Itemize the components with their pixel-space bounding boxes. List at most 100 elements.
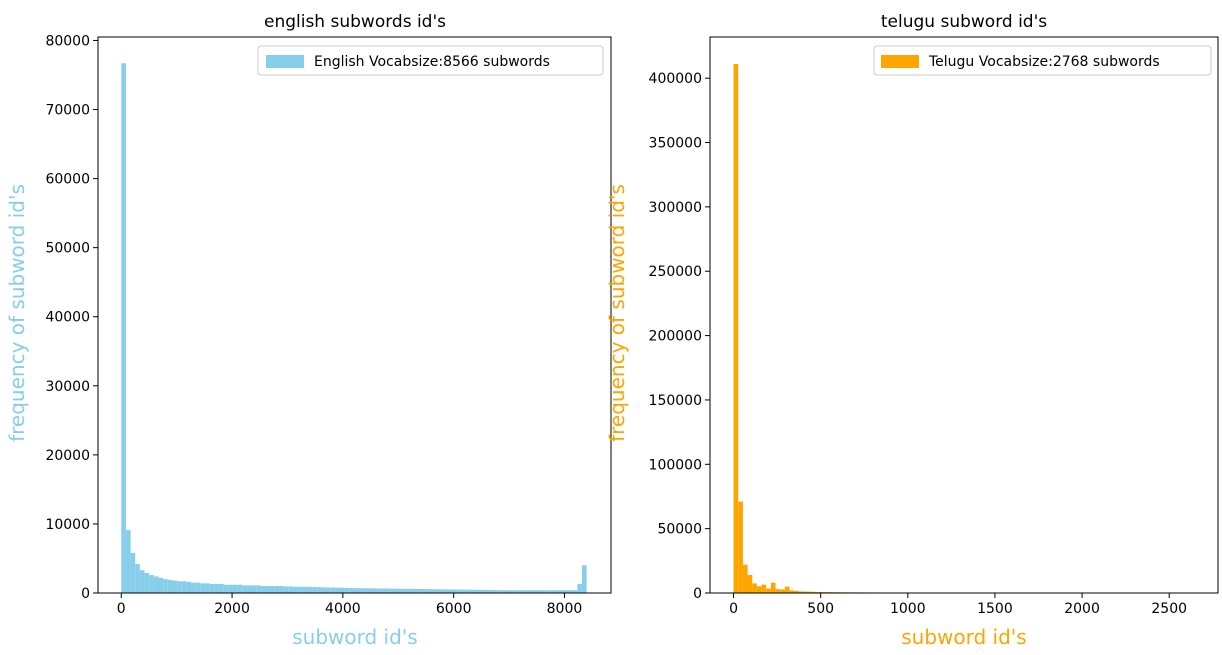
telugu-bar-8 (770, 582, 776, 593)
english-bar-74 (465, 589, 471, 593)
english-bar-10 (167, 579, 173, 593)
english-bar-30 (260, 586, 266, 593)
telugu-bar-5 (756, 586, 762, 593)
english-bar-75 (470, 589, 475, 593)
english-bar-70 (447, 589, 452, 593)
telugu-x-tick-label-3: 1500 (977, 601, 1013, 617)
english-bar-65 (423, 589, 429, 593)
english-legend: English Vocabsize:8566 subwords (257, 45, 604, 76)
english-bar-77 (479, 589, 485, 593)
english-y-tick-label-7: 70000 (45, 103, 90, 119)
english-bar-24 (232, 584, 238, 593)
english-legend-box (257, 45, 604, 76)
telugu-chart-title: telugu subword id's (881, 12, 1047, 32)
english-bar-25 (237, 584, 243, 593)
telugu-y-tick-label-0: 0 (693, 586, 702, 602)
english-bar-48 (344, 587, 350, 593)
telugu-x-tick-label-0: 0 (729, 601, 738, 617)
english-y-tick-label-8: 80000 (45, 33, 90, 49)
telugu-y-tick-label-4: 200000 (649, 329, 702, 345)
english-bar-23 (228, 584, 233, 593)
telugu-legend-box (873, 45, 1212, 76)
telugu-x-tick-label-2: 1000 (890, 601, 926, 617)
telugu-x-label: subword id's (901, 625, 1026, 649)
telugu-bar-0 (733, 64, 739, 594)
english-bar-97 (572, 590, 578, 593)
english-bar-85 (516, 590, 522, 593)
english-bar-41 (312, 587, 317, 593)
english-bar-96 (568, 590, 573, 593)
telugu-x-tick-label-1: 500 (807, 601, 834, 617)
telugu-y-tick-label-3: 150000 (649, 393, 702, 409)
english-bar-73 (460, 589, 466, 593)
english-bar-3 (135, 563, 140, 593)
english-bar-83 (507, 590, 513, 593)
english-bar-6 (149, 575, 154, 593)
english-bar-43 (321, 587, 327, 593)
english-bar-98 (577, 584, 582, 593)
english-bar-93 (554, 590, 559, 593)
english-bar-51 (358, 588, 364, 593)
english-y-ticks: 0 10000 20000 30000 40000 50000 60000 70000 8000… (45, 33, 98, 602)
english-bar-88 (530, 590, 536, 593)
telugu-bar-4 (752, 583, 757, 593)
english-bar-60 (400, 588, 406, 593)
english-bar-19 (209, 584, 215, 593)
english-bar-54 (372, 588, 378, 593)
english-bar-47 (339, 587, 345, 593)
english-bar-36 (288, 586, 294, 593)
telugu-y-ticks: 0 50000 100000 150000 200000 250000 300000 3500… (649, 71, 710, 602)
english-bar-84 (512, 590, 517, 593)
english-bar-4 (139, 570, 145, 593)
english-bar-5 (144, 572, 150, 593)
english-bar-79 (488, 589, 494, 593)
english-bar-27 (246, 585, 252, 593)
english-bar-20 (214, 584, 219, 593)
english-bar-87 (526, 590, 531, 593)
english-bar-49 (349, 588, 354, 593)
english-bar-11 (172, 580, 178, 593)
english-bar-40 (307, 586, 313, 593)
english-bar-67 (433, 589, 438, 593)
english-x-label: subword id's (292, 625, 417, 649)
english-bar-90 (540, 590, 545, 593)
telugu-bar-3 (747, 574, 753, 593)
telugu-x-tick-label-5: 2500 (1151, 601, 1187, 617)
english-bar-44 (326, 587, 331, 593)
english-bar-61 (405, 588, 410, 593)
english-bar-91 (544, 590, 550, 593)
telugu-legend-label: Telugu Vocabsize:2768 subwords (928, 54, 1160, 70)
english-x-tick-label-4: 8000 (547, 601, 583, 617)
english-bar-32 (270, 586, 275, 593)
english-bar-53 (367, 588, 373, 593)
telugu-legend: Telugu Vocabsize:2768 subwords (873, 45, 1212, 76)
english-bar-29 (256, 585, 261, 593)
english-bar-0 (121, 63, 126, 593)
english-bar-50 (353, 588, 359, 593)
english-bar-99 (581, 565, 587, 593)
english-bar-72 (456, 589, 461, 593)
english-x-tick-label-3: 6000 (436, 601, 472, 617)
english-bar-31 (265, 586, 271, 593)
english-bar-46 (335, 587, 340, 593)
english-bar-35 (284, 586, 289, 593)
english-bar-55 (377, 588, 382, 593)
telugu-y-label: frequency of subword id's (605, 184, 629, 442)
english-y-tick-label-1: 10000 (45, 517, 90, 533)
english-y-tick-label-3: 30000 (45, 379, 90, 395)
english-y-label: frequency of subword id's (5, 184, 29, 442)
english-bar-62 (409, 588, 415, 593)
english-bar-33 (274, 586, 280, 593)
telugu-y-tick-label-7: 350000 (649, 136, 702, 152)
english-bar-57 (386, 588, 392, 593)
telugu-bar-14 (798, 591, 804, 593)
telugu-y-tick-label-1: 50000 (657, 522, 702, 538)
english-bar-7 (153, 576, 159, 593)
english-bar-80 (493, 590, 499, 593)
english-x-tick-label-2: 4000 (325, 601, 361, 617)
telugu-bar-12 (789, 590, 795, 593)
telugu-bar-6 (761, 584, 767, 593)
english-bar-13 (181, 581, 187, 593)
english-bar-58 (391, 588, 396, 593)
